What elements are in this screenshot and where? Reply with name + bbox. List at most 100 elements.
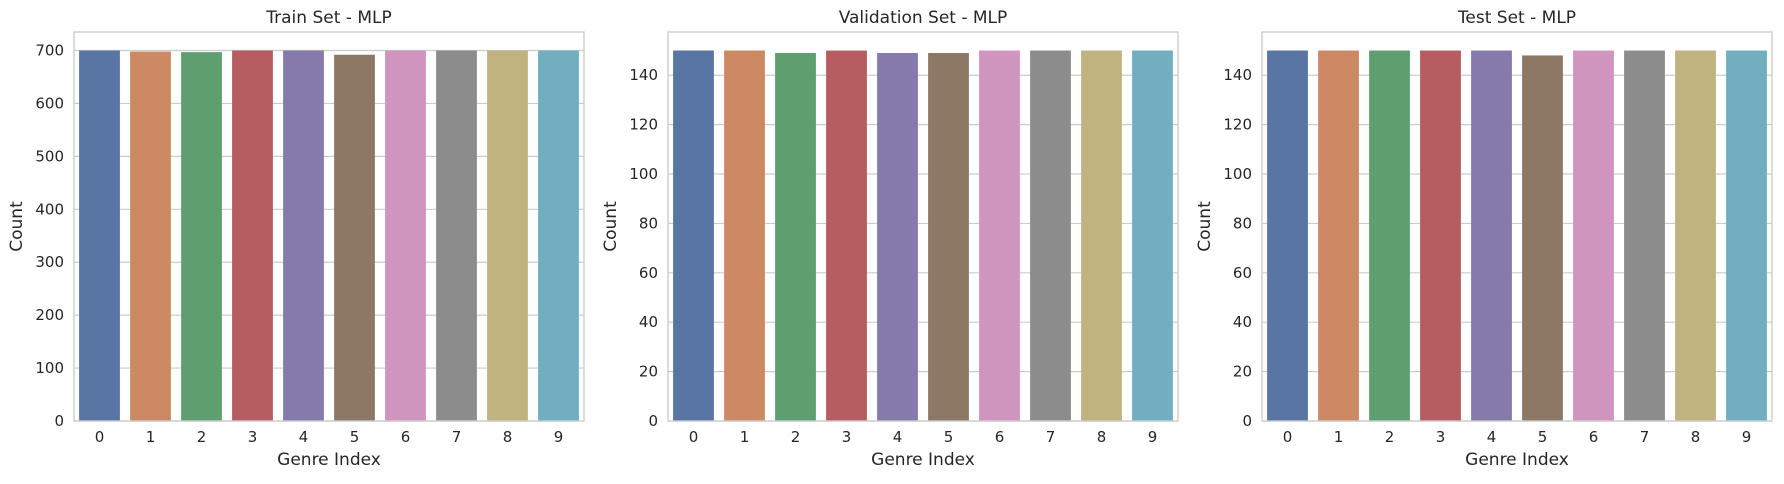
y-tick-label: 100 [629,165,658,183]
y-tick-label: 0 [648,412,658,430]
chart-panel-0: 0 100 200 300 400 500 600 700 0 1 2 3 4 5 6 7 8 9 Train Se… [7,8,585,470]
y-axis-label: Count [601,201,621,252]
x-tick-label: 0 [1283,428,1293,446]
bar-2 [181,52,222,421]
x-tick-label: 2 [197,428,207,446]
y-tick-label: 600 [35,94,64,112]
bar-0 [79,50,120,422]
bar-5 [928,52,969,421]
x-axis-label: Genre Index [871,450,975,470]
y-tick-label: 40 [1233,313,1252,331]
y-tick-label: 80 [1233,214,1252,232]
bar-8 [1081,50,1122,422]
y-tick-label: 120 [1223,116,1252,134]
bar-9 [538,50,579,422]
bar-4 [283,50,324,422]
y-tick-label: 60 [1233,264,1252,282]
x-tick-label: 9 [1742,428,1752,446]
x-tick-label: 9 [1148,428,1158,446]
bar-0 [1267,50,1308,422]
x-tick-label: 8 [503,428,513,446]
plot-frame [1261,31,1773,422]
x-tick-label: 6 [401,428,411,446]
x-tick-label: 6 [995,428,1005,446]
bar-6 [979,50,1020,422]
x-tick-label: 7 [452,428,462,446]
x-tick-label: 7 [1046,428,1056,446]
y-tick-label: 100 [1223,165,1252,183]
x-tick-label: 5 [350,428,360,446]
y-tick-label: 20 [639,363,658,381]
y-tick-label: 40 [639,313,658,331]
bar-5 [1522,55,1563,421]
bar-8 [1675,50,1716,422]
x-tick-label: 7 [1640,428,1650,446]
x-axis-label: Genre Index [1465,450,1569,470]
y-tick-label: 0 [1242,412,1252,430]
bar-3 [826,50,867,422]
x-tick-label: 1 [146,428,156,446]
y-tick-label: 300 [35,253,64,271]
x-tick-label: 3 [1436,428,1446,446]
y-tick-label: 60 [639,264,658,282]
x-tick-label: 1 [1334,428,1344,446]
x-tick-label: 8 [1691,428,1701,446]
x-tick-label: 1 [740,428,750,446]
x-tick-label: 2 [1385,428,1395,446]
chart-title: Train Set - MLP [265,8,391,28]
chart-panel-2: 0 20 40 60 80 100 120 140 0 1 2 3 4 5 6 7 8 9 Test Set - M… [1195,8,1773,470]
x-tick-label: 5 [944,428,954,446]
bar-7 [1030,50,1071,422]
bar-1 [1318,50,1359,422]
y-axis-label: Count [7,201,27,252]
y-axis-label: Count [1195,201,1215,252]
plot-frame [667,31,1179,422]
y-tick-label: 0 [54,412,64,430]
y-tick-label: 80 [639,214,658,232]
bar-9 [1132,50,1173,422]
x-tick-label: 5 [1538,428,1548,446]
bar-6 [385,50,426,422]
bar-5 [334,54,375,422]
bar-6 [1573,50,1614,422]
bar-7 [1624,50,1665,422]
chart-title: Validation Set - MLP [839,8,1008,28]
chart-title: Test Set - MLP [1457,8,1576,28]
bar-2 [775,52,816,421]
x-tick-label: 2 [791,428,801,446]
y-tick-label: 500 [35,147,64,165]
bar-3 [1420,50,1461,422]
x-tick-label: 3 [248,428,258,446]
bar-2 [1369,50,1410,422]
bar-9 [1726,50,1767,422]
bar-1 [130,51,171,422]
y-tick-label: 120 [629,116,658,134]
y-tick-label: 140 [629,66,658,84]
y-tick-label: 20 [1233,363,1252,381]
x-tick-label: 0 [95,428,105,446]
bar-4 [877,52,918,421]
x-tick-label: 6 [1589,428,1599,446]
bar-8 [487,50,528,422]
bar-1 [724,50,765,422]
y-tick-label: 700 [35,42,64,60]
x-tick-label: 4 [893,428,903,446]
x-tick-label: 9 [554,428,564,446]
y-tick-label: 140 [1223,66,1252,84]
plot-frame [73,31,585,422]
x-tick-label: 0 [689,428,699,446]
x-tick-label: 4 [299,428,309,446]
x-tick-label: 3 [842,428,852,446]
bar-0 [673,50,714,422]
x-tick-label: 8 [1097,428,1107,446]
bar-7 [436,50,477,422]
x-tick-label: 4 [1487,428,1497,446]
bar-3 [232,50,273,422]
y-tick-label: 100 [35,359,64,377]
y-tick-label: 400 [35,200,64,218]
x-axis-label: Genre Index [277,450,381,470]
chart-panel-1: 0 20 40 60 80 100 120 140 0 1 2 3 4 5 6 7 8 9 Validation S… [601,8,1179,470]
bar-4 [1471,50,1512,422]
y-tick-label: 200 [35,306,64,324]
